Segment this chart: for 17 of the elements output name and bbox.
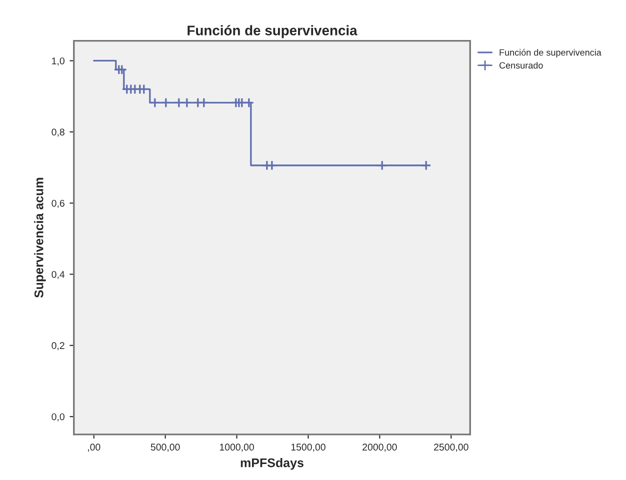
x-tick-label: 1000,00 — [220, 444, 254, 452]
x-tick-label: 500,00 — [150, 444, 180, 452]
x-tick-label: ,00 — [88, 444, 100, 452]
x-tick-label: 1500,00 — [291, 444, 326, 452]
y-axis-title: Supervivencia acum — [34, 178, 46, 298]
y-tick-label: 0,2 — [52, 342, 64, 350]
y-tick-label: 0,6 — [52, 200, 64, 208]
y-tick-label: 0,4 — [52, 270, 65, 280]
y-tick-label: 1,0 — [52, 57, 64, 66]
x-axis-title: mPFSdays — [240, 458, 304, 470]
x-tick-label: 2500,00 — [434, 444, 468, 452]
y-tick-label: 0,0 — [52, 413, 64, 422]
legend-label: Censurado — [499, 62, 543, 69]
chart-title: Función de supervivencia — [188, 25, 358, 38]
x-tick-label: 2000,00 — [362, 444, 397, 452]
y-tick-label: 0,8 — [52, 128, 64, 137]
legend-label: Función de supervivencia — [500, 48, 602, 58]
